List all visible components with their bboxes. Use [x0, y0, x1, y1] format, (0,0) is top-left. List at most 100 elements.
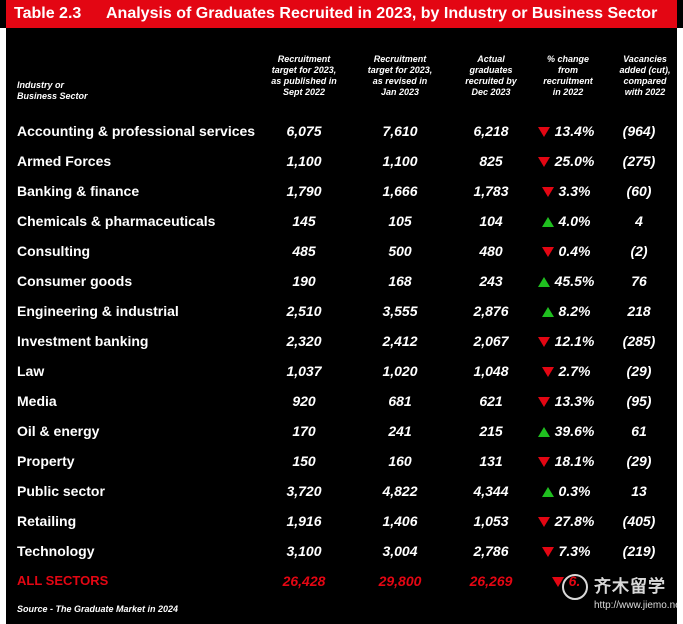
- pct-change-cell: 39.6%: [530, 416, 602, 446]
- actual-cell: 621: [479, 393, 503, 409]
- table-row: Oil & energy 170 241 215 39.6% 61: [6, 416, 677, 446]
- sector-cell: Property: [17, 453, 75, 469]
- target-published-cell: 485: [292, 243, 316, 259]
- sector-cell: Engineering & industrial: [17, 303, 179, 319]
- pct-change-cell: 12.1%: [530, 326, 602, 356]
- vacancies-cell: (29): [626, 363, 652, 379]
- pct-change-cell: 7.3%: [530, 536, 602, 566]
- actual-cell: 480: [479, 243, 503, 259]
- down-arrow-icon: [541, 547, 554, 558]
- table-row: Banking & finance 1,790 1,666 1,783 3.3% (60): [6, 176, 677, 206]
- pct-change-value: 13.4%: [554, 123, 595, 139]
- header-target-published: Recruitment target for 2023, as publishe…: [271, 54, 337, 97]
- pct-change-value: 8.2%: [558, 303, 591, 319]
- table-number: Table 2.3: [14, 5, 82, 22]
- right-border: [677, 28, 683, 624]
- watermark-logo-icon: [562, 574, 588, 600]
- pct-change-cell: 25.0%: [530, 146, 602, 176]
- sector-cell: Investment banking: [17, 333, 149, 349]
- target-published-cell: 145: [292, 213, 316, 229]
- pct-change-cell: 27.8%: [530, 506, 602, 536]
- target-revised-cell: 3,004: [382, 543, 418, 559]
- sector-cell: Public sector: [17, 483, 105, 499]
- vacancies-cell: (285): [622, 333, 656, 349]
- target-revised-cell: 1,100: [382, 153, 418, 169]
- target-revised-cell: 2,412: [382, 333, 418, 349]
- vacancies-cell: 13: [631, 483, 647, 499]
- table-row: Consulting 485 500 480 0.4% (2): [6, 236, 677, 266]
- sector-cell: Consumer goods: [17, 273, 133, 289]
- actual-cell: 131: [479, 453, 503, 469]
- pct-change-value: 39.6%: [554, 423, 595, 439]
- up-arrow-icon: [541, 307, 554, 318]
- target-revised-cell: 3,555: [382, 303, 418, 319]
- target-published-cell: 190: [292, 273, 316, 289]
- table-row: Accounting & professional services 6,075 7…: [6, 116, 677, 146]
- actual-cell: 1,783: [473, 183, 509, 199]
- pct-change-cell: 0.3%: [530, 476, 602, 506]
- up-arrow-icon: [537, 277, 550, 288]
- actual-cell: 26,269: [469, 573, 513, 589]
- pct-change-cell: 4.0%: [530, 206, 602, 236]
- target-revised-cell: 160: [388, 453, 412, 469]
- down-arrow-icon: [537, 517, 550, 528]
- vacancies-cell: 61: [631, 423, 647, 439]
- actual-cell: 2,786: [473, 543, 509, 559]
- down-arrow-icon: [537, 397, 550, 408]
- sector-cell: Law: [17, 363, 45, 379]
- vacancies-cell: (29): [626, 453, 652, 469]
- pct-change-value: 13.3%: [554, 393, 595, 409]
- pct-change-value: 12.1%: [554, 333, 595, 349]
- target-revised-cell: 105: [388, 213, 412, 229]
- pct-change-cell: 0.4%: [530, 236, 602, 266]
- sector-cell: Armed Forces: [17, 153, 112, 169]
- target-published-cell: 6,075: [286, 123, 322, 139]
- pct-change-cell: 13.4%: [530, 116, 602, 146]
- header-sector: Industry or Business Sector: [17, 80, 88, 101]
- down-arrow-icon: [551, 577, 564, 588]
- header-vacancies: Vacancies added (cut), compared with 202…: [619, 54, 671, 97]
- pct-change-cell: 3.3%: [530, 176, 602, 206]
- up-arrow-icon: [541, 217, 554, 228]
- watermark-name: 齐木留学: [594, 577, 666, 596]
- actual-cell: 825: [479, 153, 503, 169]
- target-revised-cell: 1,406: [382, 513, 418, 529]
- sector-cell: Technology: [17, 543, 95, 559]
- vacancies-cell: (275): [622, 153, 656, 169]
- watermark-url: http://www.jiemo.net: [594, 600, 683, 611]
- pct-change-cell: 18.1%: [530, 446, 602, 476]
- pct-change-value: 4.0%: [558, 213, 591, 229]
- sector-cell: Consulting: [17, 243, 91, 259]
- pct-change-value: 18.1%: [554, 453, 595, 469]
- pct-change-value: 2.7%: [558, 363, 591, 379]
- header-actual: Actual graduates recruited by Dec 2023: [465, 54, 517, 97]
- pct-change-cell: 8.2%: [530, 296, 602, 326]
- table-row: Law 1,037 1,020 1,048 2.7% (29): [6, 356, 677, 386]
- sector-cell: Chemicals & pharmaceuticals: [17, 213, 216, 229]
- target-revised-cell: 7,610: [382, 123, 418, 139]
- vacancies-cell: 76: [631, 273, 647, 289]
- target-published-cell: 1,100: [286, 153, 322, 169]
- actual-cell: 243: [479, 273, 503, 289]
- target-published-cell: 1,916: [286, 513, 322, 529]
- vacancies-cell: (95): [626, 393, 652, 409]
- pct-change-value: 45.5%: [554, 273, 595, 289]
- pct-change-cell: 2.7%: [530, 356, 602, 386]
- sector-cell: Oil & energy: [17, 423, 100, 439]
- target-revised-cell: 4,822: [382, 483, 418, 499]
- pct-change-value: 25.0%: [554, 153, 595, 169]
- down-arrow-icon: [537, 157, 550, 168]
- actual-cell: 1,048: [473, 363, 509, 379]
- target-published-cell: 170: [292, 423, 316, 439]
- vacancies-cell: (219): [622, 543, 656, 559]
- target-published-cell: 150: [292, 453, 316, 469]
- down-arrow-icon: [541, 367, 554, 378]
- target-published-cell: 3,100: [286, 543, 322, 559]
- table-row: Public sector 3,720 4,822 4,344 0.3% 13: [6, 476, 677, 506]
- table-row: Technology 3,100 3,004 2,786 7.3% (219): [6, 536, 677, 566]
- pct-change-value: 0.4%: [558, 243, 591, 259]
- table-row: Property 150 160 131 18.1% (29): [6, 446, 677, 476]
- target-revised-cell: 1,020: [382, 363, 418, 379]
- vacancies-cell: (60): [626, 183, 652, 199]
- actual-cell: 4,344: [473, 483, 509, 499]
